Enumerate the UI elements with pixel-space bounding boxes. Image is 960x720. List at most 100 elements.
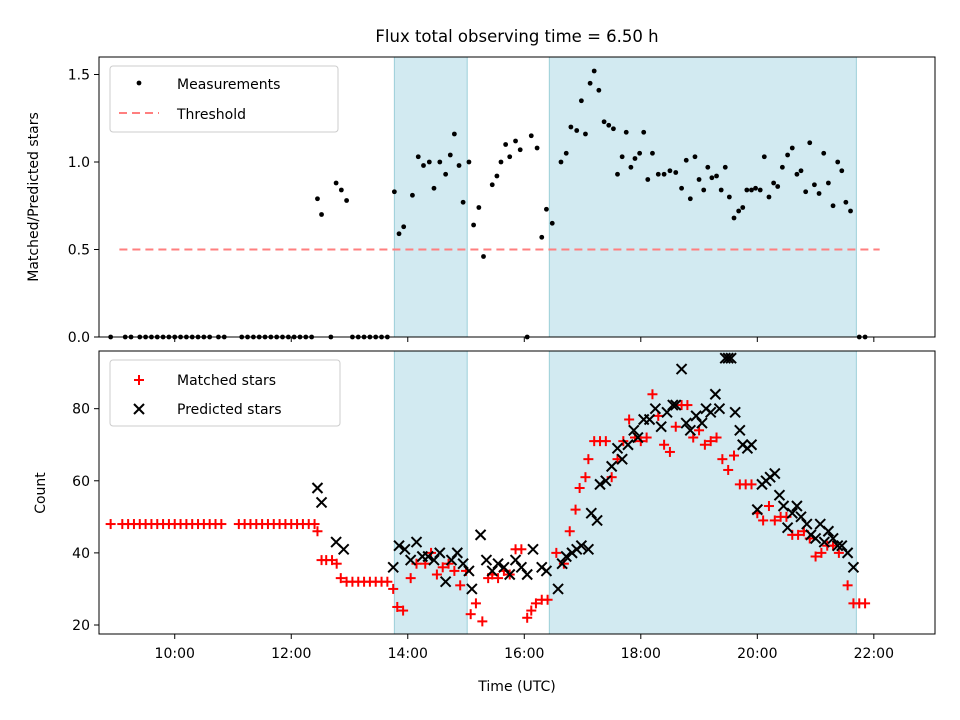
predicted-stars-point-22-b (492, 557, 504, 570)
measurements-point-93 (641, 129, 647, 135)
measurements-point-120 (766, 194, 772, 200)
measurements-point-47 (410, 192, 415, 198)
predicted-stars-point-17 (463, 565, 475, 577)
predicted-stars-point-87 (818, 536, 831, 548)
predicted-stars-point-36-b (575, 539, 588, 552)
measurements-point-78 (574, 128, 580, 133)
predicted-stars-point-31 (552, 583, 564, 595)
measurements-point-56 (456, 163, 462, 168)
predicted-stars-point-5 (393, 539, 405, 552)
measurements-point-53 (443, 171, 449, 177)
predicted-stars-point-10 (422, 550, 434, 563)
observing-window-0-1 (548, 56, 857, 338)
x-tick-label-5: 20:00 (737, 646, 777, 662)
predicted-stars-point-77 (773, 489, 786, 501)
predicted-stars-point-93-b (847, 561, 860, 574)
bottom-legend: Matched stars Predicted stars (109, 359, 341, 427)
predicted-stars-point-7-b (404, 554, 417, 566)
predicted-stars-point-83-b (801, 518, 813, 530)
matched-stars-point-120 (810, 551, 821, 562)
predicted-stars-point-77-b (773, 489, 786, 501)
predicted-stars-point-41-b (600, 475, 612, 487)
legend-predicted-marker (133, 403, 145, 415)
matched-stars-point-128 (860, 598, 871, 609)
predicted-stars-point-76 (769, 467, 781, 480)
predicted-stars-point-63 (713, 402, 726, 415)
measurements-point-102 (687, 196, 693, 202)
predicted-stars-point-12-b (434, 547, 446, 559)
predicted-stars-point-56 (680, 417, 692, 429)
matched-stars-point-112 (763, 501, 774, 512)
predicted-stars-point-33 (560, 550, 572, 563)
predicted-stars-point-32 (556, 557, 568, 570)
measurements-point-80 (583, 131, 588, 137)
predicted-stars-point-28 (527, 543, 539, 555)
predicted-stars-point-18 (466, 583, 478, 595)
predicted-stars-point-78 (777, 500, 790, 512)
predicted-stars-point-40-b (594, 478, 606, 491)
predicted-stars-point-79-b (781, 521, 794, 534)
measurements-point-99 (673, 170, 679, 175)
predicted-stars-point-19 (474, 529, 487, 541)
matched-stars-point-81 (583, 454, 594, 465)
predicted-stars-point-44 (616, 453, 628, 465)
measurements-point-50 (426, 159, 432, 165)
predicted-stars-point-91-b (836, 539, 848, 552)
measurements-point-72 (539, 234, 545, 240)
predicted-stars-point-72-b (751, 503, 764, 516)
measurements-point-92 (637, 150, 643, 156)
matched-stars-point-111 (758, 515, 769, 526)
measurements-point-134 (830, 203, 836, 209)
x-tick-label-1: 12:00 (271, 646, 311, 662)
matched-stars-point-109 (746, 479, 757, 490)
predicted-stars-point-46 (628, 424, 640, 437)
measurements-point-118 (757, 187, 763, 193)
matched-stars-point-61 (470, 598, 481, 609)
y-tick-label-0-1: 0.5 (68, 243, 90, 259)
predicted-stars-point-40 (594, 478, 606, 491)
measurements-point-61 (481, 254, 486, 259)
predicted-stars-point-90-b (832, 539, 844, 552)
measurements-point-121 (771, 180, 777, 186)
predicted-stars-point-85-b (809, 532, 822, 545)
predicted-stars-point-33-b (560, 550, 572, 563)
predicted-stars-point-10-b (422, 550, 434, 563)
measurements-point-85 (606, 122, 612, 128)
y-tick-label-1-1: 40 (72, 546, 90, 562)
measurements-point-123 (779, 164, 785, 170)
predicted-stars-point-28-b (527, 543, 539, 555)
predicted-stars-point-36 (575, 539, 588, 552)
measurements-point-104 (696, 177, 702, 182)
matched-stars-point-71 (526, 605, 537, 616)
predicted-stars-point-2-b (330, 536, 342, 548)
predicted-stars-point-3-b (337, 543, 350, 555)
matched-stars-point-57 (449, 565, 460, 576)
top-panel-frame (98, 56, 936, 338)
matched-stars-point-98 (682, 400, 693, 411)
y-tick-label-0-2: 1.0 (68, 155, 90, 171)
measurements-point-65 (503, 142, 509, 147)
predicted-stars-point-53 (667, 399, 679, 411)
predicted-stars-point-71 (745, 439, 758, 451)
matched-stars-point-32 (309, 519, 320, 530)
measurements-point-100 (679, 185, 684, 191)
measurements-point-114 (740, 205, 746, 210)
y-tick-label-1-2: 60 (72, 474, 90, 490)
predicted-stars-point-26-b (515, 561, 528, 574)
predicted-stars-point-27-b (521, 568, 533, 581)
predicted-stars-point-61-b (705, 406, 717, 418)
matched-stars-point-102 (705, 436, 716, 447)
predicted-stars-point-65 (722, 352, 734, 364)
measurements-point-51 (431, 185, 437, 191)
matched-stars-point-70 (522, 612, 533, 623)
measurements-point-106 (705, 164, 711, 170)
predicted-stars-point-50 (649, 402, 662, 415)
predicted-stars-point-62 (709, 388, 722, 400)
matched-stars-point-80 (580, 472, 591, 483)
predicted-stars-point-3 (337, 543, 350, 555)
observing-window-0-0 (393, 56, 468, 338)
predicted-stars-point-23-b (498, 561, 510, 574)
x-tick-label-0: 10:00 (155, 646, 195, 662)
predicted-stars-point-12 (434, 547, 446, 559)
